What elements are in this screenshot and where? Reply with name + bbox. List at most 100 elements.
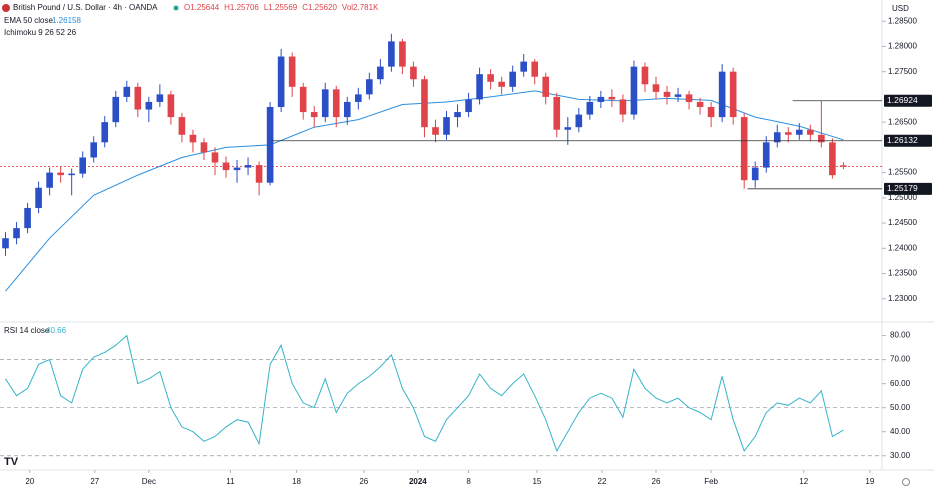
- candle-body: [707, 107, 715, 118]
- candle-body: [167, 94, 175, 118]
- level-label-box: [884, 134, 932, 147]
- candle-body: [443, 117, 450, 135]
- candle-body: [652, 84, 660, 92]
- level-label-box: [884, 94, 932, 107]
- candle-body: [79, 157, 86, 174]
- level-label: 1.26132: [887, 135, 918, 145]
- ohlc-value: L1.25569: [264, 3, 298, 12]
- candle-body: [553, 96, 561, 130]
- candle-body: [740, 117, 748, 181]
- y-tick-label: 1.23000: [888, 294, 917, 303]
- ohlc-value: C1.25620: [302, 3, 337, 12]
- candle-body: [112, 96, 120, 123]
- level-label: 1.25179: [887, 183, 918, 193]
- ohlc-value: H1.25706: [224, 3, 259, 12]
- settings-icon[interactable]: [902, 478, 910, 486]
- ema-value: 1.26158: [52, 16, 81, 25]
- candle-body: [597, 96, 605, 102]
- rsi-label: RSI 14 close: [4, 326, 50, 335]
- x-tick-label: 27: [90, 477, 99, 486]
- candle-body: [807, 129, 814, 135]
- candle-body: [244, 165, 252, 168]
- candle-body: [465, 99, 472, 113]
- candle-body: [718, 71, 726, 118]
- y-tick-label: 1.28000: [888, 42, 917, 51]
- rsi-value: 40.66: [46, 326, 67, 335]
- ohlc-legend: O1.25644 H1.25706 L1.25569 C1.25620 Vol2.781…: [184, 3, 379, 12]
- logo: TV: [4, 456, 19, 468]
- level-label-box: [884, 182, 932, 195]
- candle-body: [355, 94, 362, 102]
- candle-body: [2, 238, 9, 249]
- candle-body: [288, 56, 296, 87]
- x-tick-label: 26: [359, 477, 368, 486]
- candle-body: [200, 142, 208, 153]
- y-tick-label: 1.24500: [888, 218, 917, 227]
- candle-body: [57, 172, 64, 176]
- candle-body: [178, 117, 186, 135]
- x-tick-label: Dec: [142, 477, 156, 486]
- x-tick-label: 22: [598, 477, 607, 486]
- candle-body: [531, 61, 539, 77]
- candle-body: [13, 228, 20, 239]
- candle-body: [299, 86, 307, 113]
- candle-body: [454, 112, 461, 118]
- ohlc-value: Vol2.781K: [342, 3, 379, 12]
- candle-body: [90, 142, 98, 158]
- candle-body: [410, 66, 417, 80]
- symbol-icon: [2, 4, 10, 12]
- y-tick-label: 1.24000: [888, 243, 917, 252]
- candle-body: [818, 134, 825, 143]
- y-tick-label: 40.00: [890, 427, 911, 436]
- candle-body: [762, 142, 770, 168]
- x-tick-label: 26: [652, 477, 661, 486]
- candle-body: [421, 79, 428, 128]
- candle-body: [310, 112, 318, 118]
- x-tick-label: 12: [799, 477, 808, 486]
- candle-body: [46, 172, 53, 188]
- candle-body: [101, 122, 109, 143]
- ichimoku-label: Ichimoku 9 26 52 26: [4, 28, 77, 37]
- y-tick-label: 1.25500: [888, 168, 917, 177]
- candle-body: [377, 66, 384, 80]
- candle-body: [487, 74, 494, 82]
- candle-body: [542, 76, 550, 97]
- x-tick-label: 11: [226, 477, 235, 486]
- candle-body: [233, 167, 241, 171]
- candle-body: [840, 165, 847, 167]
- candle-body: [321, 89, 329, 118]
- candle-body: [586, 101, 594, 115]
- candle-body: [796, 129, 803, 135]
- candle-body: [674, 94, 682, 97]
- currency: USD: [892, 4, 909, 13]
- candle-body: [255, 165, 263, 183]
- y-tick-label: 1.25000: [888, 193, 917, 202]
- candle-body: [432, 127, 439, 135]
- x-tick-label: 18: [292, 477, 301, 486]
- candle-body: [641, 66, 649, 85]
- y-tick-label: 1.27500: [888, 67, 917, 76]
- candle-body: [729, 71, 737, 118]
- candle-body: [266, 107, 274, 183]
- candle-body: [388, 41, 395, 67]
- y-tick-label: 30.00: [890, 451, 911, 460]
- candle-body: [751, 167, 759, 181]
- ohlc-value: O1.25644: [184, 3, 220, 12]
- candle-body: [189, 134, 197, 143]
- candle-body: [630, 66, 638, 115]
- candle-body: [277, 56, 285, 108]
- status-dot: [173, 5, 179, 11]
- y-tick-label: 50.00: [890, 403, 911, 412]
- candle-body: [399, 41, 406, 67]
- candle-body: [520, 61, 527, 72]
- candle-body: [156, 94, 164, 102]
- ema-label: EMA 50 close: [4, 16, 53, 25]
- x-tick-label: 20: [25, 477, 34, 486]
- x-tick-label: 15: [532, 477, 541, 486]
- candle-body: [332, 89, 340, 118]
- x-tick-label: 8: [466, 477, 471, 486]
- candle-body: [685, 94, 693, 102]
- candle-body: [222, 162, 230, 171]
- candle-body: [35, 187, 42, 208]
